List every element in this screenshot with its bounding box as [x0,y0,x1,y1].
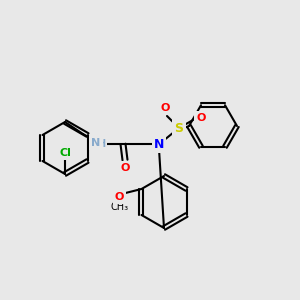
Text: O: O [196,113,206,123]
Text: N: N [154,137,164,151]
Text: Cl: Cl [59,148,71,158]
Text: CH₃: CH₃ [110,202,128,212]
Text: O: O [120,163,130,173]
Text: H: H [97,139,105,149]
Text: S: S [175,122,184,134]
Text: O: O [160,103,170,113]
Text: N: N [92,138,100,148]
Text: O: O [115,192,124,202]
